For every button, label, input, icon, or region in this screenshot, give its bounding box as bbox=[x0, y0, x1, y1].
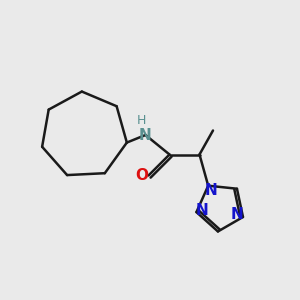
Text: O: O bbox=[135, 168, 148, 183]
Text: N: N bbox=[205, 183, 217, 198]
Text: N: N bbox=[139, 128, 152, 142]
Text: N: N bbox=[196, 203, 209, 218]
Text: H: H bbox=[137, 114, 147, 127]
Text: N: N bbox=[231, 207, 244, 222]
